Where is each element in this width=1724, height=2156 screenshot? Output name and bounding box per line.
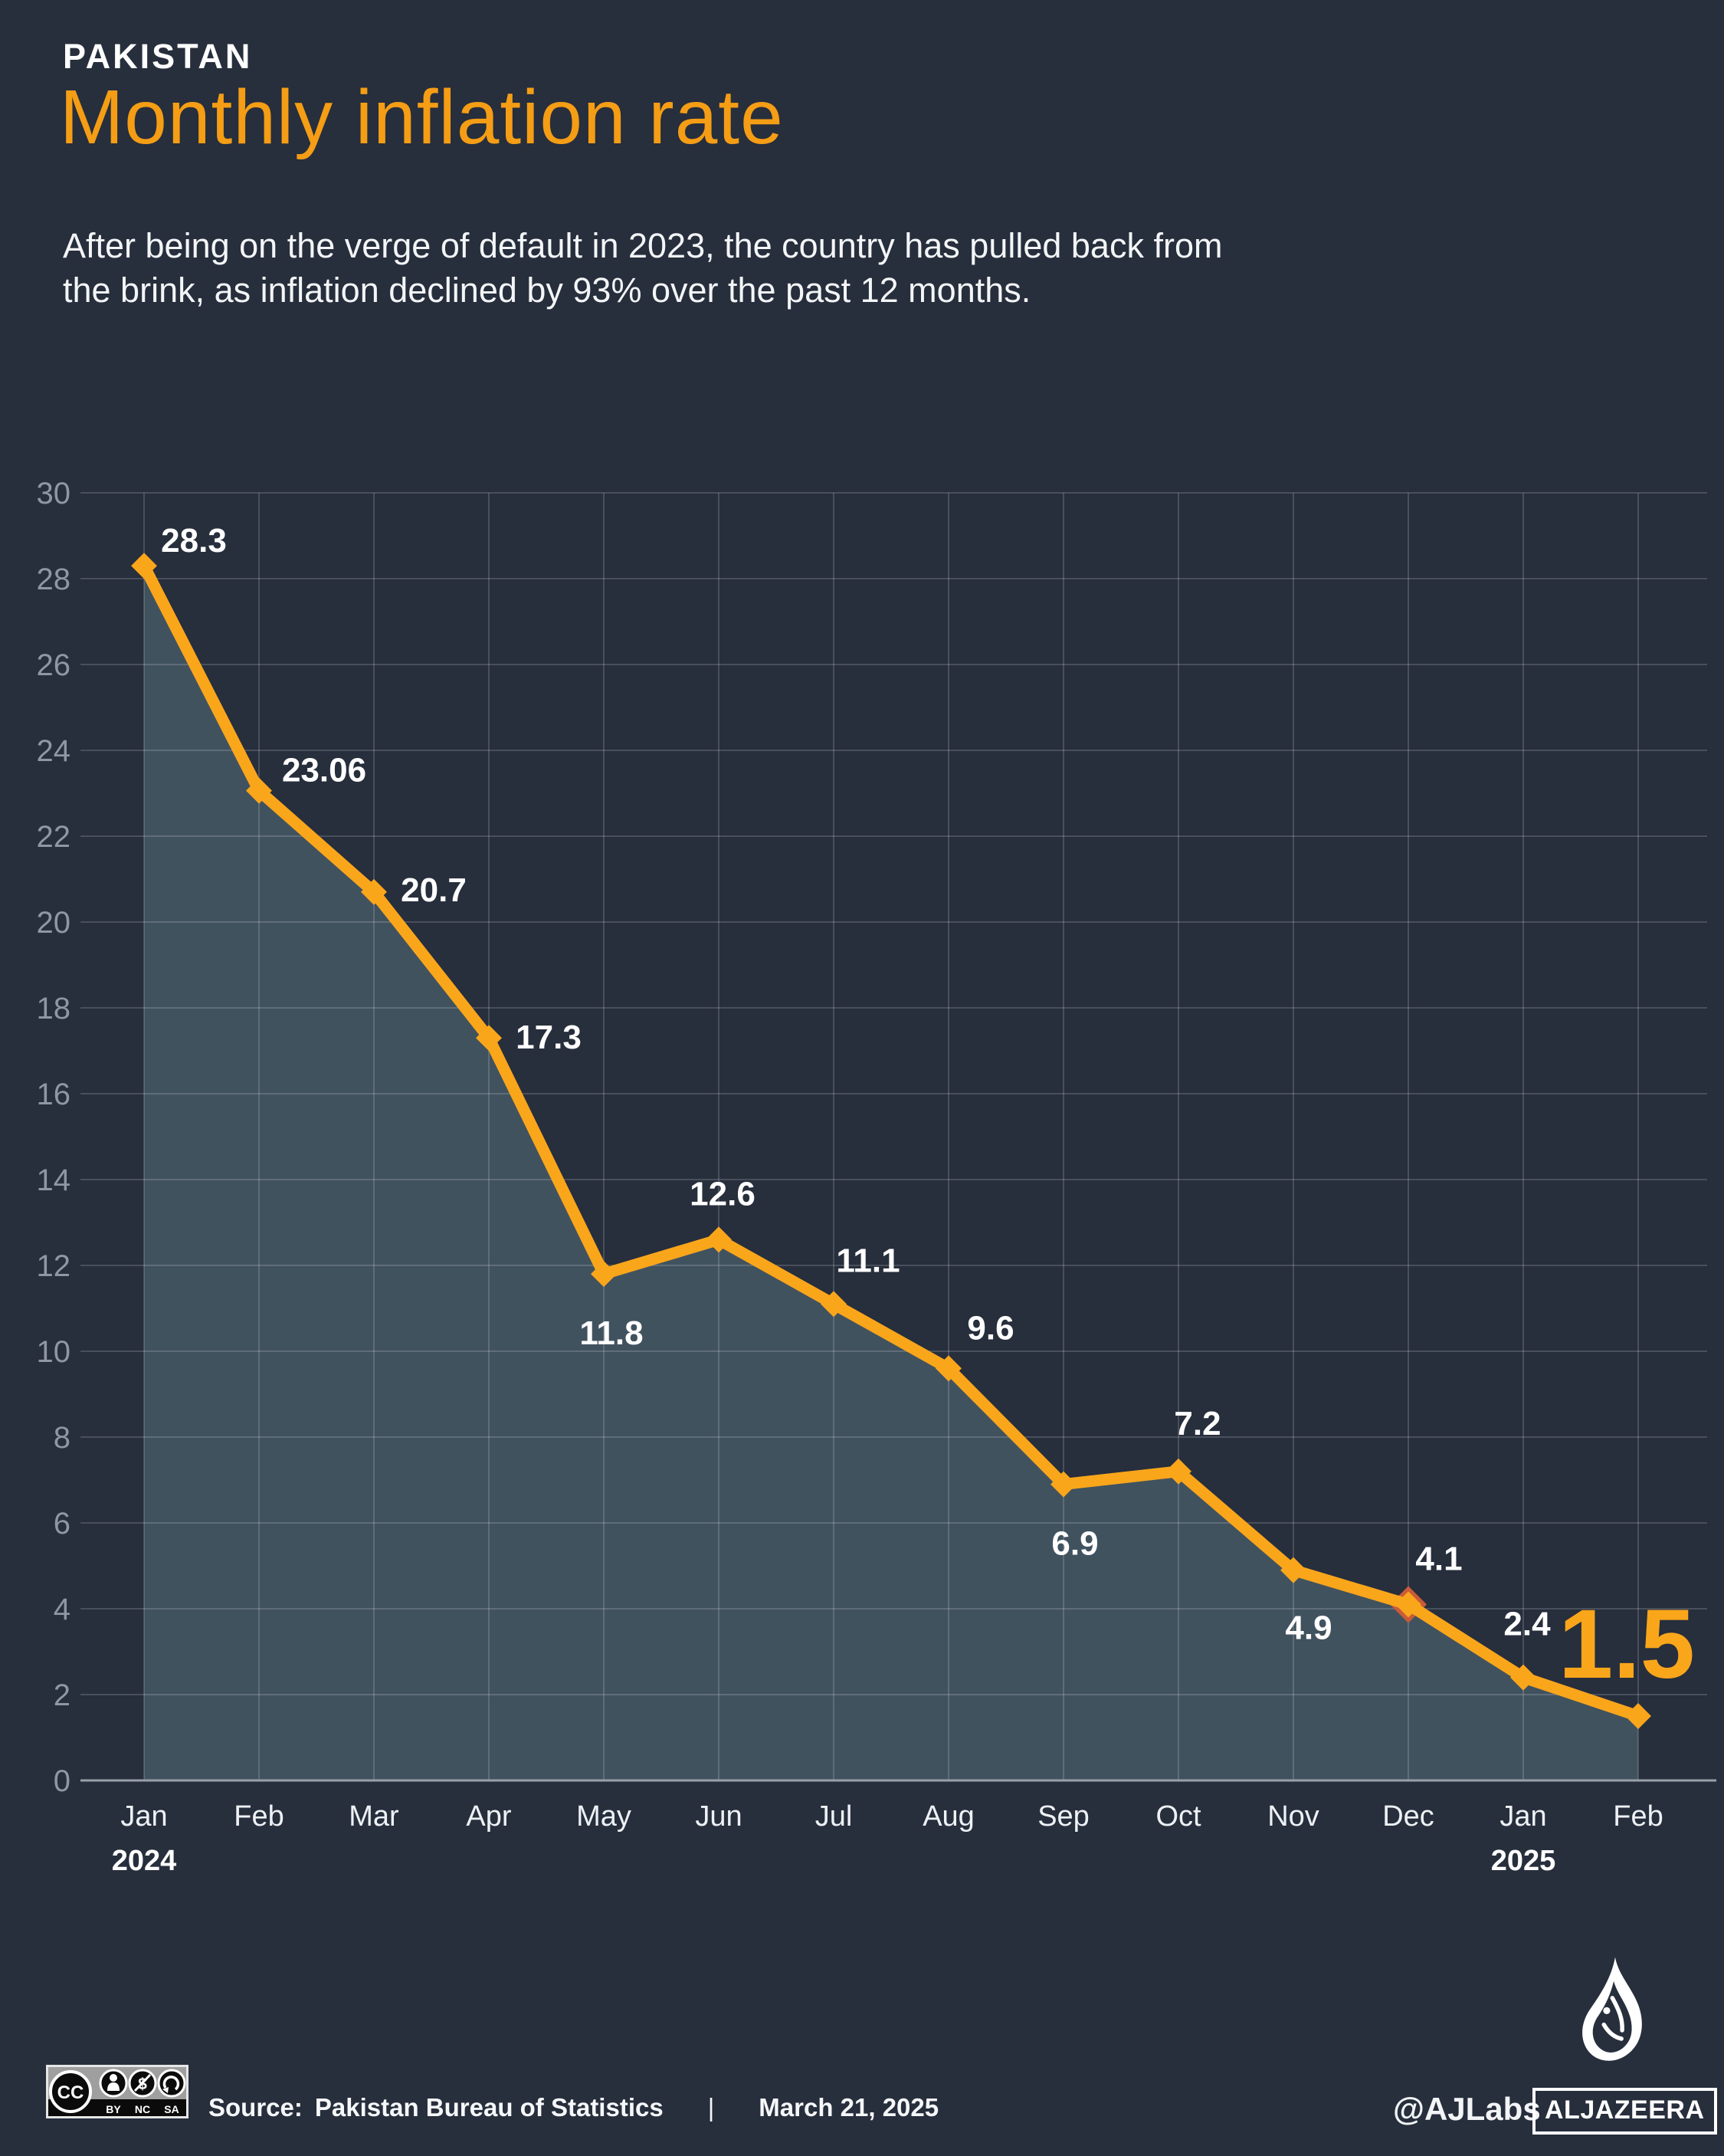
y-tick-label: 28 [37, 563, 71, 596]
area-fill [144, 566, 1638, 1781]
flame-calligraphy-dot [1603, 2007, 1611, 2014]
y-tick-label: 14 [37, 1163, 71, 1197]
x-tick-label: Jan [1499, 1800, 1546, 1833]
x-tick-label: Apr [466, 1800, 511, 1833]
flame-inner-cutout [1592, 1980, 1632, 2053]
x-year-label: 2025 [1491, 1845, 1556, 1877]
y-tick-label: 12 [37, 1249, 71, 1283]
x-tick-label: Jun [695, 1800, 742, 1833]
flame-calligraphy-stroke-1 [1610, 1996, 1624, 2033]
value-label: 4.1 [1415, 1540, 1462, 1577]
y-tick-label: 18 [37, 992, 71, 1025]
cc-sa-icon [157, 2069, 186, 2098]
cc-nc-slash [133, 2073, 152, 2092]
subtitle-line-2: the brink, as inflation declined by 93% … [63, 271, 1031, 310]
x-tick-label: Sep [1037, 1800, 1090, 1833]
cc-sa-arrow-head [162, 2087, 169, 2093]
aljazeera-flame-logo [1582, 1957, 1642, 2061]
x-tick-label: Oct [1155, 1800, 1201, 1833]
value-label: 17.3 [516, 1019, 582, 1056]
cc-circle-label: CC [57, 2082, 84, 2103]
y-tick-label: 8 [54, 1421, 70, 1455]
data-point-marker [591, 1261, 617, 1288]
cc-license-badge: CC $ BY NC SA [46, 2065, 188, 2118]
source-name: Pakistan Bureau of Statistics [314, 2093, 664, 2122]
value-label: 11.1 [836, 1242, 900, 1279]
data-point-marker [936, 1355, 962, 1382]
source-separator: | [707, 2093, 715, 2122]
value-label-emphasis: 1.5 [1558, 1590, 1695, 1699]
y-tick-label: 16 [37, 1078, 71, 1111]
source-label: Source: [208, 2093, 303, 2122]
country-kicker: PAKISTAN [63, 37, 253, 76]
cc-term-by: BY [106, 2103, 121, 2115]
y-tick-label: 26 [37, 648, 71, 682]
source-line: Source: Pakistan Bureau of Statistics | … [208, 2089, 939, 2126]
x-tick-label: Jul [815, 1800, 853, 1833]
cc-term-sa: SA [164, 2103, 179, 2115]
data-point-marker [706, 1226, 732, 1253]
y-tick-label: 22 [37, 820, 71, 854]
value-label: 23.06 [282, 752, 366, 789]
x-tick-label: Feb [1613, 1800, 1663, 1833]
x-tick-label: May [576, 1800, 631, 1833]
cc-by-person-body [107, 2082, 120, 2091]
cc-term-nc: NC [135, 2103, 150, 2115]
value-label: 20.7 [401, 871, 467, 909]
value-label: 6.9 [1051, 1525, 1098, 1563]
cc-circle-icon [49, 2070, 92, 2113]
aljazeera-brand-box: ALJAZEERA [1532, 2088, 1717, 2135]
flame-calligraphy-stroke-2 [1601, 2022, 1624, 2041]
publish-date: March 21, 2025 [759, 2093, 939, 2122]
ajlabs-credit: @AJLabs [1393, 2091, 1541, 2127]
y-tick-label: 6 [54, 1507, 70, 1541]
y-tick-label: 30 [37, 477, 71, 510]
cc-sa-arrow-arc [162, 2076, 180, 2091]
x-tick-label: Mar [349, 1800, 399, 1833]
y-tick-label: 4 [54, 1593, 70, 1626]
x-tick-label: Jan [120, 1800, 167, 1833]
inflation-line [138, 560, 1644, 1722]
value-label: 7.2 [1174, 1405, 1221, 1442]
data-point-marker [361, 878, 387, 905]
x-year-label: 2024 [112, 1845, 177, 1877]
aljazeera-brand-text: ALJAZEERA [1545, 2095, 1705, 2125]
data-point-marker [1165, 1458, 1191, 1485]
y-tick-label: 2 [54, 1679, 70, 1712]
y-tick-label: 20 [37, 906, 71, 940]
page-title: Monthly inflation rate [60, 74, 784, 160]
value-label: 28.3 [161, 522, 227, 560]
x-tick-label: Nov [1267, 1800, 1319, 1833]
x-tick-label: Aug [923, 1800, 975, 1833]
data-point-marker [821, 1291, 847, 1318]
subtitle-line-1: After being on the verge of default in 2… [63, 226, 1223, 265]
data-point-marker [1050, 1471, 1077, 1498]
x-tick-label: Dec [1382, 1800, 1434, 1833]
value-label: 9.6 [967, 1309, 1014, 1347]
y-tick-label: 0 [54, 1764, 70, 1798]
x-tick-label: Feb [234, 1800, 284, 1833]
value-label: 11.8 [579, 1314, 643, 1352]
subtitle: After being on the verge of default in 2… [63, 224, 1222, 313]
value-label: 12.6 [690, 1175, 755, 1213]
cc-by-person-head [110, 2074, 117, 2082]
y-tick-label: 24 [37, 734, 71, 768]
y-tick-label: 10 [37, 1335, 71, 1369]
value-label: 4.9 [1285, 1610, 1332, 1647]
data-point-marker [476, 1025, 502, 1052]
value-label: 2.4 [1503, 1606, 1551, 1643]
